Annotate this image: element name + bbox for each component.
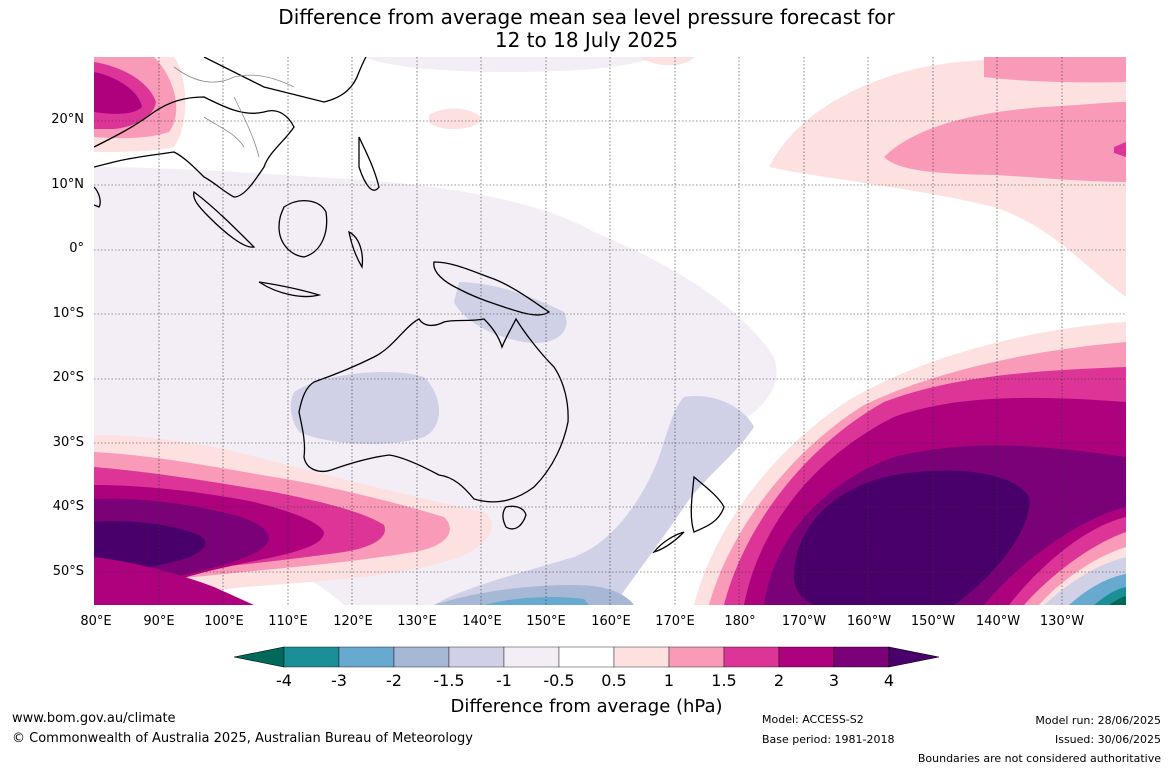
lon-label: 140°W [975, 614, 1021, 629]
coastlines [94, 57, 725, 554]
new-zealand-north [690, 475, 725, 533]
lat-label: 50°S [52, 564, 84, 579]
anomaly-pos-1-ne [984, 57, 1126, 83]
colorbar-cell [613, 646, 670, 668]
colorbar-tick-label: 1 [663, 671, 675, 690]
colorbar-cell [503, 646, 560, 668]
lon-label: 100°E [204, 614, 244, 629]
lon-label: 110°E [268, 614, 308, 629]
colorbar-tick-label: -1.5 [433, 671, 465, 690]
colorbar-extend-high [888, 646, 940, 668]
colorbar [233, 646, 940, 668]
colorbar-tick-label: -2 [386, 671, 402, 690]
lat-label: 10°N [51, 177, 84, 192]
colorbar-tick-label: 2 [773, 671, 785, 690]
lat-label: 20°N [51, 112, 84, 127]
lon-label: 130°E [397, 614, 437, 629]
anomaly-pos-1-north-pacific [884, 102, 1126, 182]
footer-issued: Issued: 30/06/2025 [1054, 733, 1161, 746]
sumatra-coast [193, 190, 256, 248]
colorbar-cell [668, 646, 725, 668]
lon-label: 160°E [591, 614, 631, 629]
sri-lanka-coast [94, 186, 101, 208]
philippines-coast [358, 136, 380, 191]
pressure-anomaly-map [94, 57, 1126, 605]
lon-label: 120°E [333, 614, 373, 629]
footer-disclaimer: Boundaries are not considered authoritat… [917, 752, 1161, 765]
lon-label: 150°E [526, 614, 566, 629]
colorbar-tick-label: -3 [331, 671, 347, 690]
australia-coast [298, 317, 569, 503]
colorbar-cell [833, 646, 890, 668]
colorbar-title: Difference from average (hPa) [450, 696, 723, 717]
footer-url: www.bom.gov.au/climate [12, 711, 176, 726]
lon-label: 150°W [910, 614, 956, 629]
lon-label: 170°W [781, 614, 827, 629]
borneo-coast [278, 200, 328, 258]
colorbar-cell [448, 646, 505, 668]
lat-label: 10°S [52, 306, 84, 321]
footer-base-period: Base period: 1981-2018 [762, 733, 895, 746]
lat-label: 40°S [52, 499, 84, 514]
colorbar-tick-label: -1 [496, 671, 512, 690]
colorbar-tick-label: 4 [883, 671, 895, 690]
lat-label: 20°S [52, 370, 84, 385]
colorbar-cell [778, 646, 835, 668]
lon-label: 80°E [80, 614, 112, 629]
lon-label: 90°E [143, 614, 175, 629]
anomaly-neg-1-australia [290, 372, 439, 444]
colorbar-tick-label: 1.5 [711, 671, 737, 690]
footer-copyright: © Commonwealth of Australia 2025, Austra… [12, 731, 473, 746]
lat-label: 30°S [52, 435, 84, 450]
colorbar-tick-label: -0.5 [543, 671, 575, 690]
lon-label: 130°W [1039, 614, 1085, 629]
title-line-2: 12 to 18 July 2025 [494, 28, 679, 52]
new-guinea-coast [433, 261, 551, 316]
colorbar-cell [338, 646, 395, 668]
anomaly-pos-2-nw [94, 72, 142, 114]
country-borders [173, 66, 295, 158]
colorbar-tick-label: 0.5 [601, 671, 627, 690]
title-line-1: Difference from average mean sea level p… [278, 5, 895, 29]
anomaly-pos-0.5-small [429, 108, 482, 130]
graticule [94, 57, 1126, 605]
lat-label: 0° [69, 241, 84, 256]
java-coast [258, 281, 322, 298]
colorbar-cell [723, 646, 780, 668]
colorbar-tick-label: -4 [276, 671, 292, 690]
colorbar-cell [558, 646, 615, 668]
colorbar-cell [393, 646, 450, 668]
colorbar-cell [283, 646, 340, 668]
china-coast [203, 57, 367, 103]
new-zealand-south [652, 531, 685, 554]
anomaly-neg-2-south [484, 597, 589, 605]
footer-model: Model: ACCESS-S2 [762, 713, 864, 726]
anomaly-pos-4-south-pacific [794, 470, 1030, 605]
anomaly-neg-1-png [454, 282, 567, 343]
anomaly-neg-1-tasman [434, 396, 754, 605]
lon-label: 160°W [846, 614, 892, 629]
lon-label: 180° [724, 614, 756, 629]
colorbar-tick-label: 3 [828, 671, 840, 690]
se-asia-coast [94, 96, 295, 198]
anomaly-neg-0.5-north [364, 57, 654, 72]
footer-model-run: Model run: 28/06/2025 [1035, 714, 1161, 727]
colorbar-extend-low [233, 646, 285, 668]
lon-label: 170°E [655, 614, 695, 629]
lon-label: 140°E [462, 614, 502, 629]
